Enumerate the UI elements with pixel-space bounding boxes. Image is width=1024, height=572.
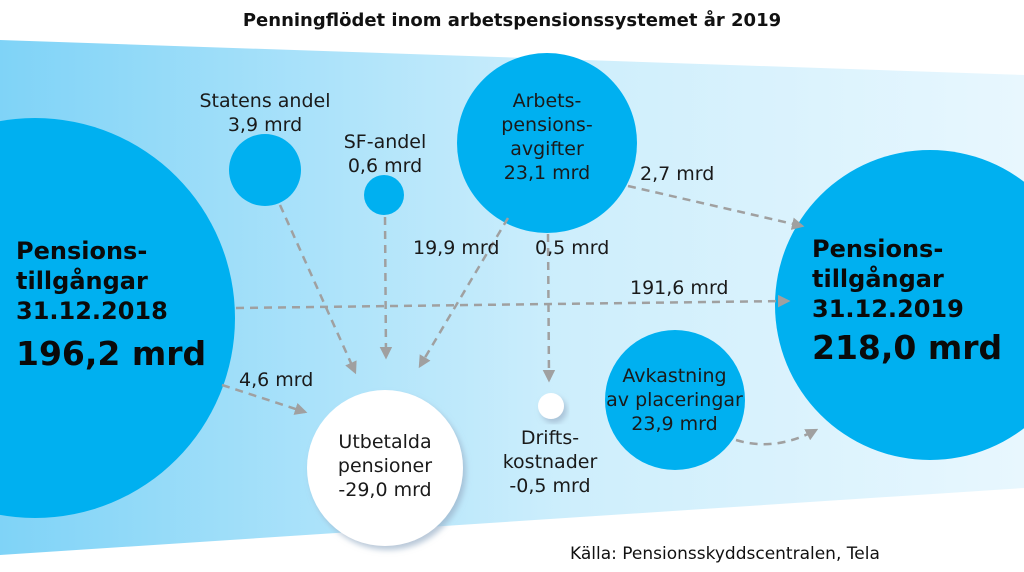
flow-label-start-to-paid: 4,6 mrd bbox=[239, 369, 314, 391]
start-assets-line1: Pensions- bbox=[16, 237, 148, 265]
operating-costs-label: Drifts- kostnader -0,5 mrd bbox=[490, 426, 610, 498]
returns-line2: av placeringar bbox=[606, 389, 743, 411]
flow-label-contrib-to-end: 2,7 mrd bbox=[640, 163, 715, 185]
end-assets-circle bbox=[775, 150, 1024, 460]
contributions-line2: pensions- bbox=[501, 114, 593, 136]
chart-title: Penningflödet inom arbetspensionssysteme… bbox=[242, 10, 782, 31]
arrow-start-to-paid bbox=[221, 383, 308, 415]
arrow-contrib-to-paid bbox=[418, 217, 510, 369]
arrow-returns-to-end bbox=[735, 428, 819, 446]
returns-line1: Avkastning bbox=[622, 365, 727, 387]
arrow-state-to-paid bbox=[278, 204, 357, 375]
state-share-label: Statens andel 3,9 mrd bbox=[180, 89, 350, 137]
operating-costs-line2: kostnader bbox=[502, 451, 598, 473]
paid-pensions-value: -29,0 mrd bbox=[338, 479, 432, 501]
flow-label-start-to-end: 191,6 mrd bbox=[630, 277, 729, 299]
end-assets-line1: Pensions- bbox=[812, 235, 944, 263]
start-assets-value: 196,2 mrd bbox=[16, 334, 207, 373]
end-assets-value: 218,0 mrd bbox=[812, 328, 1003, 367]
flow-label-contrib-to-paid: 19,9 mrd bbox=[413, 237, 500, 259]
end-assets-label: Pensions- tillgångar 31.12.2019 bbox=[812, 234, 964, 324]
contributions-label: Arbets- pensions- avgifter 23,1 mrd bbox=[467, 89, 627, 185]
operating-costs-value: -0,5 mrd bbox=[509, 475, 591, 497]
flow-label-contrib-to-operating: 0,5 mrd bbox=[535, 237, 610, 259]
contributions-line1: Arbets- bbox=[512, 90, 582, 112]
start-assets-date: 31.12.2018 bbox=[16, 297, 168, 325]
contributions-value: 23,1 mrd bbox=[503, 162, 591, 184]
end-assets-date: 31.12.2019 bbox=[812, 295, 964, 323]
start-assets-label: Pensions- tillgångar 31.12.2018 bbox=[16, 236, 168, 326]
returns-circle bbox=[605, 330, 745, 470]
sf-share-name: SF-andel bbox=[343, 131, 427, 153]
end-assets-line2: tillgångar bbox=[812, 265, 944, 293]
returns-value: 23,9 mrd bbox=[631, 413, 718, 435]
paid-pensions-line2: pensioner bbox=[337, 455, 433, 477]
contributions-line3: avgifter bbox=[510, 138, 584, 160]
start-assets-circle bbox=[0, 118, 235, 518]
state-share-circle bbox=[229, 134, 301, 206]
sf-share-value: 0,6 mrd bbox=[347, 155, 423, 177]
arrow-contrib-to-end bbox=[627, 184, 805, 230]
source-note: Källa: Pensionsskyddscentralen, Tela bbox=[570, 544, 880, 564]
paid-pensions-line1: Utbetalda bbox=[338, 431, 432, 453]
arrow-sf-to-paid bbox=[379, 216, 393, 360]
returns-label: Avkastning av placeringar 23,9 mrd bbox=[592, 364, 757, 436]
arrow-contrib-to-operating bbox=[542, 233, 556, 383]
start-assets-line2: tillgångar bbox=[16, 267, 148, 295]
paid-pensions-label: Utbetalda pensioner -29,0 mrd bbox=[320, 430, 450, 502]
state-share-name: Statens andel bbox=[199, 90, 331, 112]
paid-pensions-circle bbox=[307, 390, 463, 546]
operating-costs-circle bbox=[538, 393, 564, 419]
sf-share-label: SF-andel 0,6 mrd bbox=[320, 130, 450, 178]
state-share-value: 3,9 mrd bbox=[227, 114, 303, 136]
contributions-circle bbox=[457, 53, 637, 233]
operating-costs-line1: Drifts- bbox=[520, 427, 580, 449]
sf-share-circle bbox=[364, 175, 404, 215]
